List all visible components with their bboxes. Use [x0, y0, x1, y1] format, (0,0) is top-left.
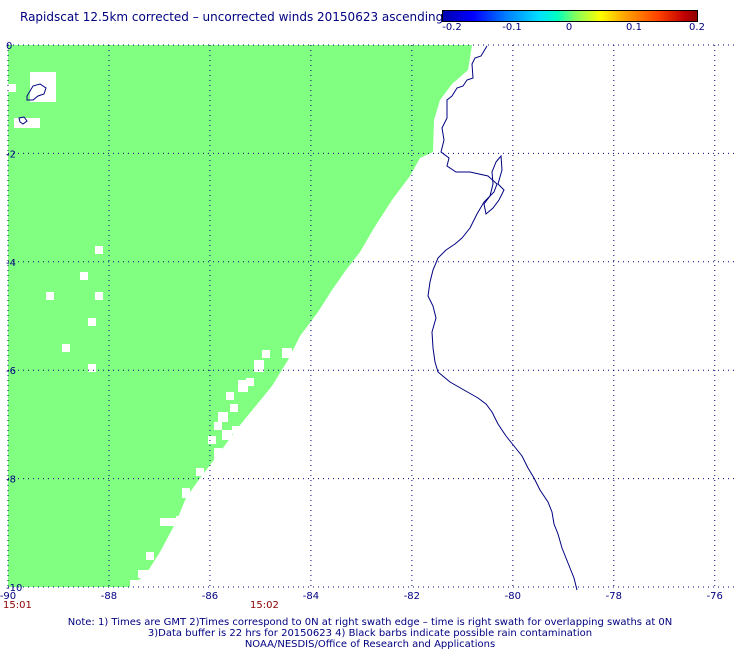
- missing-data-cell: [88, 318, 96, 326]
- missing-data-cell: [160, 518, 176, 526]
- latitude-tick-label: -10: [6, 583, 22, 594]
- missing-data-cell: [208, 436, 216, 444]
- colorbar-label-5: 0.2: [689, 22, 705, 33]
- map-title: Rapidscat 12.5km corrected – uncorrected…: [20, 10, 444, 24]
- colorbar-label-1: -0.2: [442, 22, 462, 33]
- latitude-tick-label: -8: [6, 475, 16, 486]
- colorbar-label-4: 0.1: [626, 22, 642, 33]
- missing-data-cell: [300, 340, 310, 352]
- swath-coverage: [8, 45, 472, 587]
- missing-data-cell: [262, 350, 270, 358]
- missing-data-cell: [232, 426, 240, 434]
- missing-data-cell: [168, 540, 176, 548]
- missing-data-cell: [30, 72, 56, 102]
- missing-data-cell: [176, 516, 184, 524]
- galapagos-island-small: [18, 116, 28, 125]
- missing-data-cell: [182, 488, 190, 498]
- latitude-tick-label: -6: [6, 366, 16, 377]
- missing-data-cell: [230, 404, 238, 412]
- missing-data-cell: [254, 360, 264, 372]
- color-scale-bar: [442, 10, 698, 22]
- longitude-tick-label: -86: [202, 591, 218, 602]
- missing-data-cell: [282, 348, 292, 358]
- missing-data-cell: [138, 570, 154, 578]
- latitude-tick-label: -4: [6, 258, 16, 269]
- note-line-3: NOAA/NESDIS/Office of Research and Appli…: [244, 639, 496, 650]
- missing-data-cell: [198, 482, 206, 492]
- missing-data-cell: [14, 118, 40, 128]
- missing-data-cell: [46, 292, 54, 300]
- longitude-tick-label: -90: [0, 591, 16, 602]
- missing-data-cell: [80, 272, 88, 280]
- missing-data-cell: [246, 378, 254, 386]
- colorbar-label-2: -0.1: [502, 22, 522, 33]
- missing-data-cell: [228, 452, 236, 460]
- longitude-tick-label: -84: [303, 591, 319, 602]
- gulf-island: [483, 154, 505, 215]
- missing-data-cell: [130, 580, 138, 588]
- galapagos-island-large: [26, 83, 47, 101]
- colorbar-label-3: 0: [565, 22, 573, 33]
- missing-data-cell: [238, 380, 248, 392]
- missing-data-cell: [214, 422, 222, 430]
- missing-data-cell: [196, 468, 204, 476]
- longitude-tick-label: -88: [101, 591, 117, 602]
- time-label-left: 15:01: [3, 600, 32, 611]
- missing-data-cell: [218, 412, 228, 422]
- longitude-tick-label: -82: [404, 591, 420, 602]
- missing-data-cell: [8, 84, 16, 92]
- latitude-tick-label: 0: [6, 41, 12, 52]
- missing-data-cell: [226, 392, 234, 400]
- longitude-tick-label: -80: [505, 591, 521, 602]
- missing-data-cell: [222, 430, 232, 440]
- longitude-tick-label: -76: [707, 591, 723, 602]
- note-line-1: Note: 1) Times are GMT 2)Times correspon…: [67, 617, 673, 628]
- coastline: [427, 45, 578, 591]
- missing-data-cell: [158, 560, 166, 570]
- note-line-2: 3)Data buffer is 22 hrs for 20150623 4) …: [147, 628, 593, 639]
- longitude-tick-label: -78: [606, 591, 622, 602]
- swath-layer: [8, 45, 472, 588]
- missing-data-cell: [95, 246, 103, 254]
- missing-data-cell: [62, 344, 70, 352]
- missing-data-cell: [88, 364, 96, 372]
- missing-data-cell: [95, 292, 103, 300]
- time-label-mid: 15:02: [250, 600, 279, 611]
- axis-labels: -90 -88 -86 -84 -82 -80 -78 -76 0 -2 -4 -6 -8 -10: [0, 41, 723, 602]
- grid-layer: [7, 44, 736, 588]
- missing-data-cell: [146, 552, 154, 560]
- missing-data-cell: [214, 448, 222, 460]
- latitude-tick-label: -2: [6, 149, 16, 160]
